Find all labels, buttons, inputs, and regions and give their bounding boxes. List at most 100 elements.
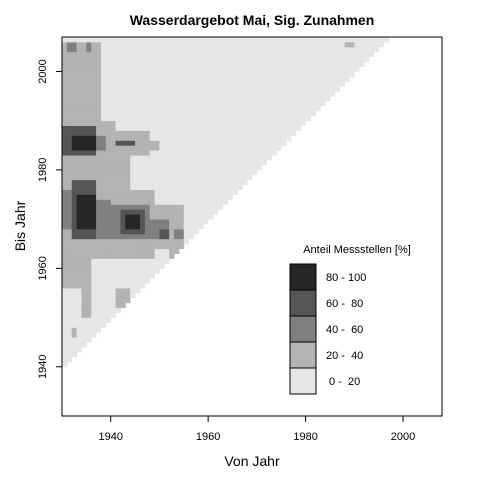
heatmap-cell: [198, 96, 204, 102]
heatmap-cell: [208, 209, 214, 215]
heatmap-cell: [178, 204, 185, 210]
heatmap-cell: [154, 115, 160, 122]
heatmap-cell: [81, 219, 87, 225]
heatmap-cell: [105, 96, 112, 102]
heatmap-cell: [71, 307, 78, 314]
heatmap-cell: [130, 41, 136, 48]
heatmap-cell: [188, 194, 194, 200]
heatmap-cell: [183, 81, 190, 87]
heatmap-cell: [334, 46, 341, 53]
heatmap-cell: [125, 214, 131, 220]
heatmap-cells: [62, 37, 389, 368]
heatmap-cell: [96, 37, 102, 43]
heatmap-cell: [305, 46, 311, 53]
heatmap-cell: [105, 263, 112, 269]
heatmap-cell: [76, 169, 82, 176]
heatmap-cell: [295, 81, 302, 87]
heatmap-cell: [256, 120, 263, 126]
heatmap-cell: [86, 61, 92, 67]
heatmap-cell: [105, 56, 112, 63]
heatmap-cell: [164, 81, 170, 87]
heatmap-cell: [208, 189, 214, 195]
heatmap-cell: [178, 120, 185, 126]
heatmap-cell: [96, 46, 102, 53]
heatmap-cell: [62, 322, 68, 328]
heatmap-cell: [183, 66, 190, 72]
heatmap-cell: [125, 110, 131, 117]
heatmap-cell: [135, 179, 141, 186]
heatmap-cell: [120, 46, 126, 53]
heatmap-cell: [71, 312, 78, 318]
heatmap-cell: [66, 130, 73, 136]
heatmap-cell: [164, 96, 170, 102]
heatmap-cell: [164, 258, 170, 264]
heatmap-cell: [81, 273, 87, 279]
heatmap-cell: [300, 51, 306, 58]
heatmap-cell: [62, 273, 68, 279]
heatmap-cell: [100, 322, 107, 328]
heatmap-cell: [110, 100, 116, 107]
heatmap-cell: [329, 51, 336, 58]
heatmap-cell: [135, 189, 141, 195]
heatmap-cell: [359, 56, 365, 63]
heatmap-cell: [66, 86, 73, 92]
heatmap-cell: [149, 204, 155, 210]
heatmap-cell: [139, 86, 146, 92]
heatmap-cell: [232, 169, 238, 176]
heatmap-cell: [62, 41, 68, 48]
heatmap-cell: [76, 258, 82, 264]
heatmap-cell: [232, 164, 238, 171]
heatmap-cell: [135, 66, 141, 72]
heatmap-cell: [81, 214, 87, 220]
heatmap-cell: [76, 140, 82, 146]
heatmap-cell: [183, 115, 190, 122]
heatmap-cell: [110, 125, 116, 131]
heatmap-cell: [62, 224, 68, 230]
heatmap-cell: [213, 100, 219, 107]
heatmap-cell: [364, 41, 370, 48]
heatmap-cell: [96, 135, 102, 141]
heatmap-cell: [86, 312, 92, 318]
heatmap-cell: [76, 96, 82, 102]
heatmap-cell: [188, 204, 194, 210]
heatmap-cell: [159, 91, 165, 97]
heatmap-cell: [144, 96, 151, 102]
heatmap-cell: [115, 155, 121, 161]
heatmap-cell: [315, 56, 321, 63]
heatmap-cell: [310, 105, 316, 112]
heatmap-cell: [222, 189, 229, 195]
heatmap-cell: [188, 214, 194, 220]
heatmap-cell: [86, 81, 92, 87]
heatmap-cell: [135, 135, 141, 141]
heatmap-cell: [100, 209, 107, 215]
heatmap-cell: [66, 164, 73, 171]
heatmap-cell: [383, 37, 389, 43]
heatmap-cell: [178, 140, 185, 146]
heatmap-cell: [159, 184, 165, 190]
heatmap-cell: [315, 71, 321, 77]
heatmap-cell: [188, 228, 194, 235]
heatmap-cell: [86, 337, 92, 343]
heatmap-cell: [252, 155, 258, 161]
heatmap-cell: [174, 184, 180, 190]
heatmap-cell: [271, 105, 277, 112]
heatmap-cell: [71, 302, 78, 309]
heatmap-cell: [154, 233, 160, 240]
heatmap-cell: [188, 81, 194, 87]
heatmap-cell: [305, 81, 311, 87]
heatmap-cell: [237, 46, 243, 53]
heatmap-cell: [130, 258, 136, 264]
heatmap-cell: [100, 184, 107, 190]
heatmap-cell: [266, 135, 272, 141]
heatmap-cell: [105, 41, 112, 48]
heatmap-cell: [334, 41, 341, 48]
heatmap-cell: [159, 164, 165, 171]
heatmap-cell: [203, 209, 209, 215]
heatmap-cell: [144, 81, 151, 87]
heatmap-cell: [130, 174, 136, 181]
heatmap-cell: [139, 145, 146, 151]
heatmap-cell: [237, 76, 243, 82]
heatmap-cell: [100, 130, 107, 136]
heatmap-cell: [66, 352, 73, 358]
heatmap-cell: [237, 115, 243, 122]
